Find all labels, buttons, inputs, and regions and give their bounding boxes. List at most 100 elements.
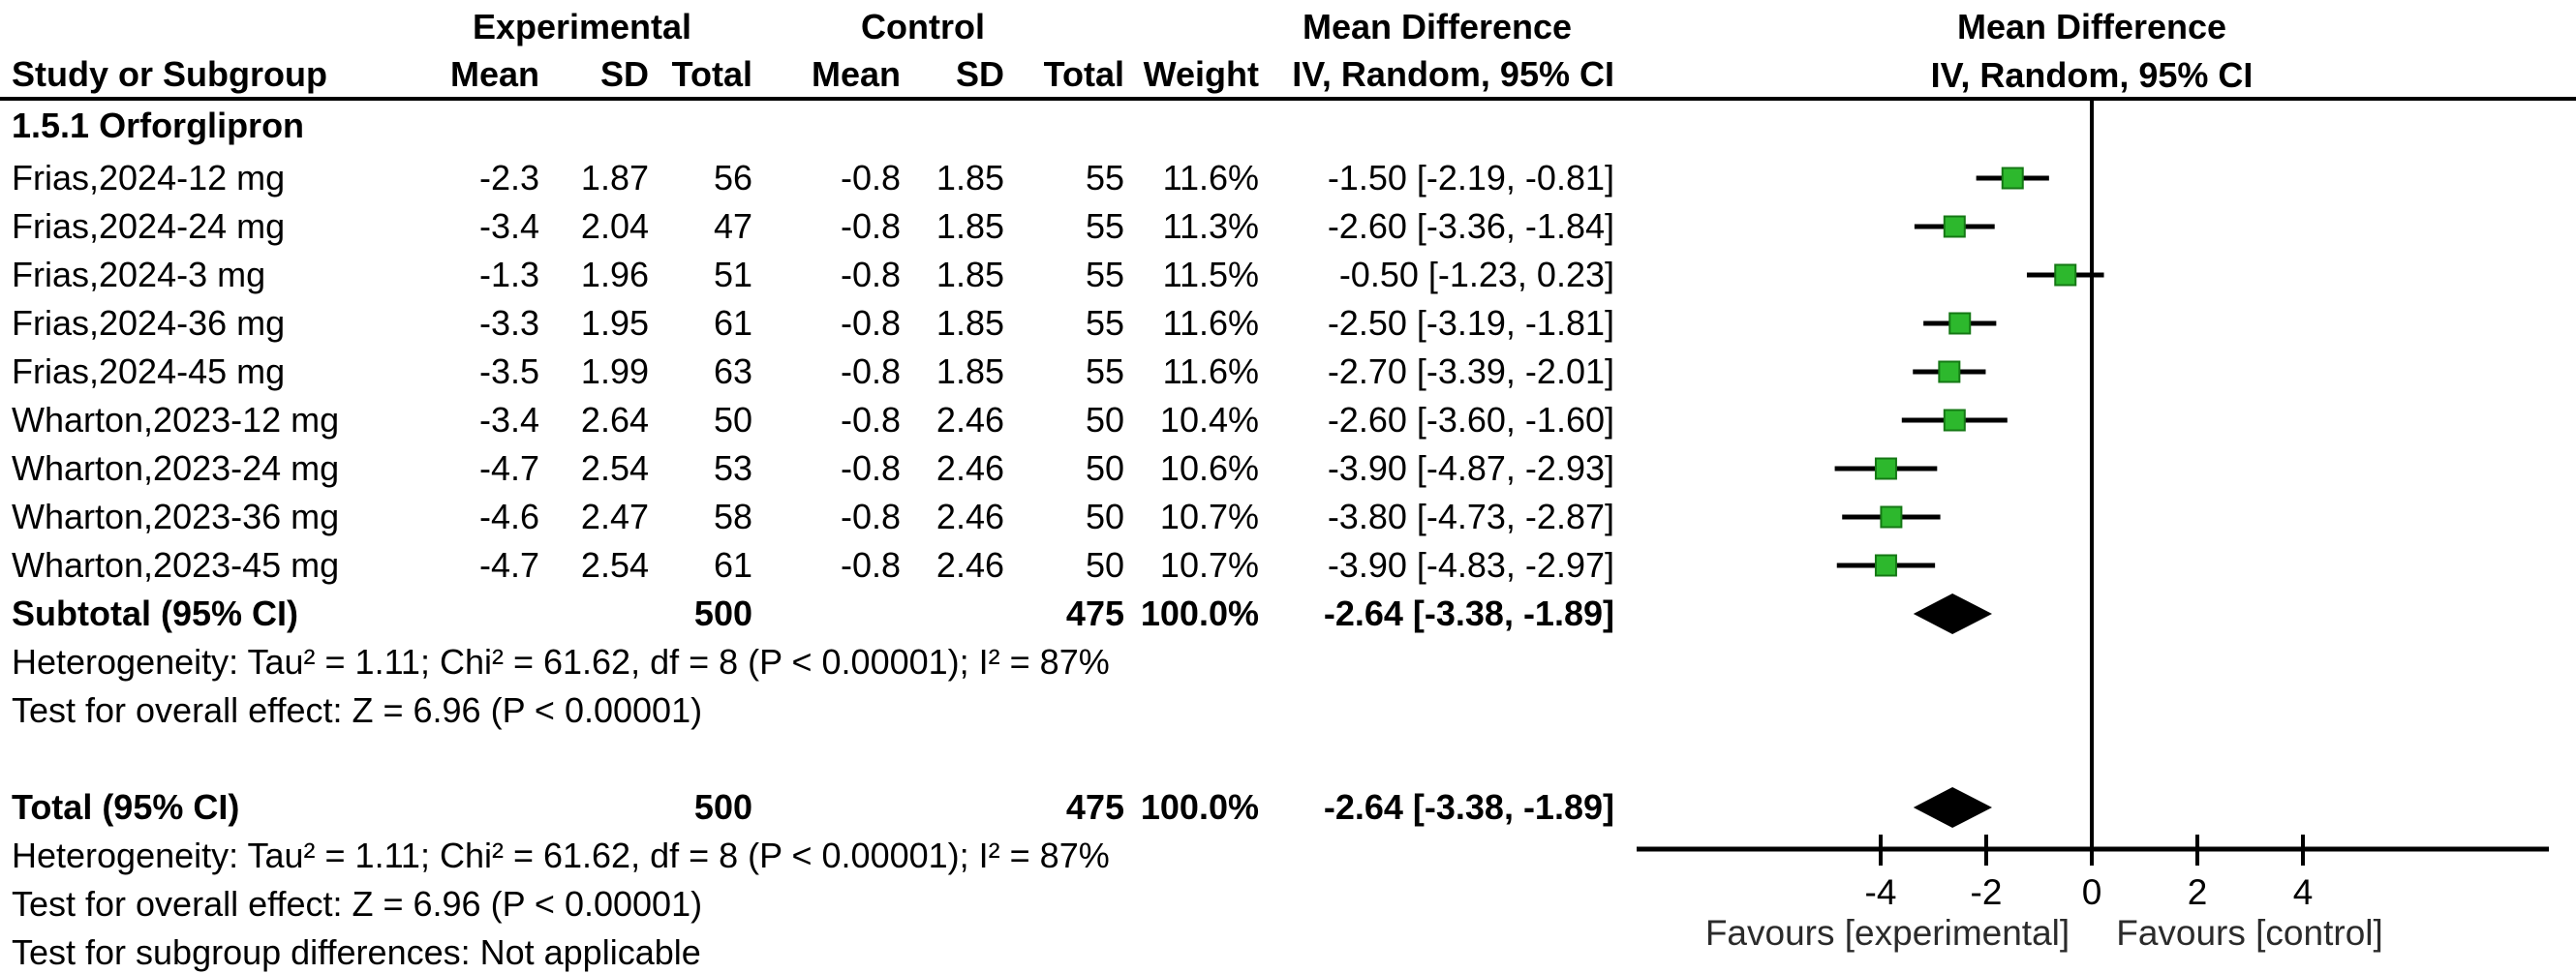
ci-text: -2.64 [-3.38, -1.89] [1323, 594, 1614, 633]
study-effect-marker [2001, 167, 2024, 190]
exp-mean: -4.6 [478, 497, 539, 536]
subgroup-differences-note: Test for subgroup differences: Not appli… [12, 932, 701, 972]
study-effect-marker [1948, 312, 1972, 335]
exp-total: 61 [713, 545, 752, 585]
study-name: Frias,2024-12 mg [12, 158, 286, 198]
favours-control-label: Favours [control] [2116, 913, 2383, 953]
study-name: Frias,2024-3 mg [12, 255, 266, 294]
weight: 10.7% [1159, 545, 1259, 585]
study-effect-marker [1943, 215, 1966, 238]
exp-mean: -3.5 [478, 351, 539, 391]
subgroup-overall-effect-note: Test for overall effect: Z = 6.96 (P < 0… [12, 690, 703, 730]
col-header-exp-mean: Mean [449, 54, 539, 94]
group-header-mean-difference-table: Mean Difference [1302, 7, 1573, 46]
total-label: Total (95% CI) [12, 787, 240, 827]
col-header-ci-table: IV, Random, 95% CI [1292, 54, 1614, 94]
ctl-total: 55 [1085, 303, 1124, 343]
study-name: Frias,2024-36 mg [12, 303, 286, 343]
column-header-row: Study or Subgroup Mean SD Total Mean SD … [0, 50, 1614, 99]
ci-text: -3.90 [-4.87, -2.93] [1327, 448, 1614, 488]
weight: 11.6% [1162, 351, 1259, 391]
subtotal-row: Subtotal (95% CI) 500 475 100.0% -2.64 [… [0, 590, 1614, 638]
exp-sd: 2.64 [580, 400, 649, 440]
exp-mean: -3.3 [478, 303, 539, 343]
study-effect-marker [1938, 360, 1961, 383]
ctl-sd: 1.85 [935, 351, 1004, 391]
ctl-mean: -0.8 [840, 400, 901, 440]
ctl-mean: -0.8 [840, 448, 901, 488]
ctl-sd: 2.46 [935, 448, 1004, 488]
col-header-ctl-sd: SD [955, 54, 1004, 94]
exp-sd: 2.04 [580, 206, 649, 246]
col-header-exp-total: Total [671, 54, 752, 94]
weight: 10.7% [1159, 497, 1259, 536]
table-row: Frias,2024-45 mg -3.5 1.99 63 -0.8 1.85 … [0, 348, 1614, 396]
table-row: Wharton,2023-24 mg -4.7 2.54 53 -0.8 2.4… [0, 444, 1614, 493]
table-row: Frias,2024-3 mg -1.3 1.96 51 -0.8 1.85 5… [0, 251, 1614, 299]
x-tick-label: -4 [1865, 872, 1897, 912]
exp-sd: 1.96 [580, 255, 649, 294]
header-divider-line [0, 97, 2576, 101]
weight: 11.6% [1162, 158, 1259, 198]
ci-text: -2.64 [-3.38, -1.89] [1323, 787, 1614, 827]
x-tick-label: -2 [1971, 872, 2003, 912]
ctl-sd: 1.85 [935, 255, 1004, 294]
ci-text: -3.80 [-4.73, -2.87] [1327, 497, 1614, 536]
table-row: Frias,2024-12 mg -2.3 1.87 56 -0.8 1.85 … [0, 154, 1614, 202]
exp-total: 63 [713, 351, 752, 391]
weight: 100.0% [1140, 594, 1259, 633]
favours-experimental-label: Favours [experimental] [1705, 913, 2070, 953]
ctl-sd: 2.46 [935, 497, 1004, 536]
total-heterogeneity-note: Heterogeneity: Tau² = 1.11; Chi² = 61.62… [12, 836, 1110, 875]
col-header-weight: Weight [1143, 54, 1259, 94]
total-diamond [1913, 787, 1992, 828]
total-row: Total (95% CI) 500 475 100.0% -2.64 [-3.… [0, 783, 1614, 832]
ctl-sd: 2.46 [935, 545, 1004, 585]
group-header-experimental: Experimental [472, 7, 692, 46]
exp-mean: -2.3 [478, 158, 539, 198]
study-name: Frias,2024-45 mg [12, 351, 286, 391]
study-name: Wharton,2023-36 mg [12, 497, 340, 536]
ctl-mean: -0.8 [840, 255, 901, 294]
exp-mean: -3.4 [478, 400, 539, 440]
ctl-total: 475 [1065, 787, 1124, 827]
ctl-mean: -0.8 [840, 351, 901, 391]
weight: 10.4% [1159, 400, 1259, 440]
study-name: Wharton,2023-12 mg [12, 400, 340, 440]
table-row: Frias,2024-36 mg -3.3 1.95 61 -0.8 1.85 … [0, 299, 1614, 348]
ctl-sd: 2.46 [935, 400, 1004, 440]
weight: 100.0% [1140, 787, 1259, 827]
ctl-mean: -0.8 [840, 497, 901, 536]
ctl-total: 50 [1085, 448, 1124, 488]
ctl-sd: 1.85 [935, 303, 1004, 343]
ci-text: -3.90 [-4.83, -2.97] [1327, 545, 1614, 585]
exp-mean: -4.7 [478, 545, 539, 585]
ctl-total: 55 [1085, 158, 1124, 198]
subgroup-label: 1.5.1 Orforglipron [12, 106, 305, 145]
ci-text: -2.60 [-3.36, -1.84] [1327, 206, 1614, 246]
x-tick-label: 2 [2188, 872, 2208, 912]
ctl-mean: -0.8 [840, 545, 901, 585]
exp-sd: 2.47 [580, 497, 649, 536]
exp-total: 53 [713, 448, 752, 488]
ctl-mean: -0.8 [840, 206, 901, 246]
col-header-ctl-mean: Mean [811, 54, 901, 94]
table-row: Wharton,2023-45 mg -4.7 2.54 61 -0.8 2.4… [0, 541, 1614, 590]
ctl-total: 55 [1085, 351, 1124, 391]
exp-total: 56 [713, 158, 752, 198]
exp-sd: 1.99 [580, 351, 649, 391]
ctl-total: 50 [1085, 400, 1124, 440]
study-name: Wharton,2023-45 mg [12, 545, 340, 585]
exp-sd: 1.87 [580, 158, 649, 198]
x-tick-label: 4 [2293, 872, 2314, 912]
total-overall-effect-note: Test for overall effect: Z = 6.96 (P < 0… [12, 884, 703, 924]
col-header-ctl-total: Total [1043, 54, 1124, 94]
study-name: Frias,2024-24 mg [12, 206, 286, 246]
exp-total: 47 [713, 206, 752, 246]
ctl-total: 55 [1085, 206, 1124, 246]
weight: 11.6% [1162, 303, 1259, 343]
exp-mean: -3.4 [478, 206, 539, 246]
group-header-control: Control [861, 7, 985, 46]
exp-total: 50 [713, 400, 752, 440]
